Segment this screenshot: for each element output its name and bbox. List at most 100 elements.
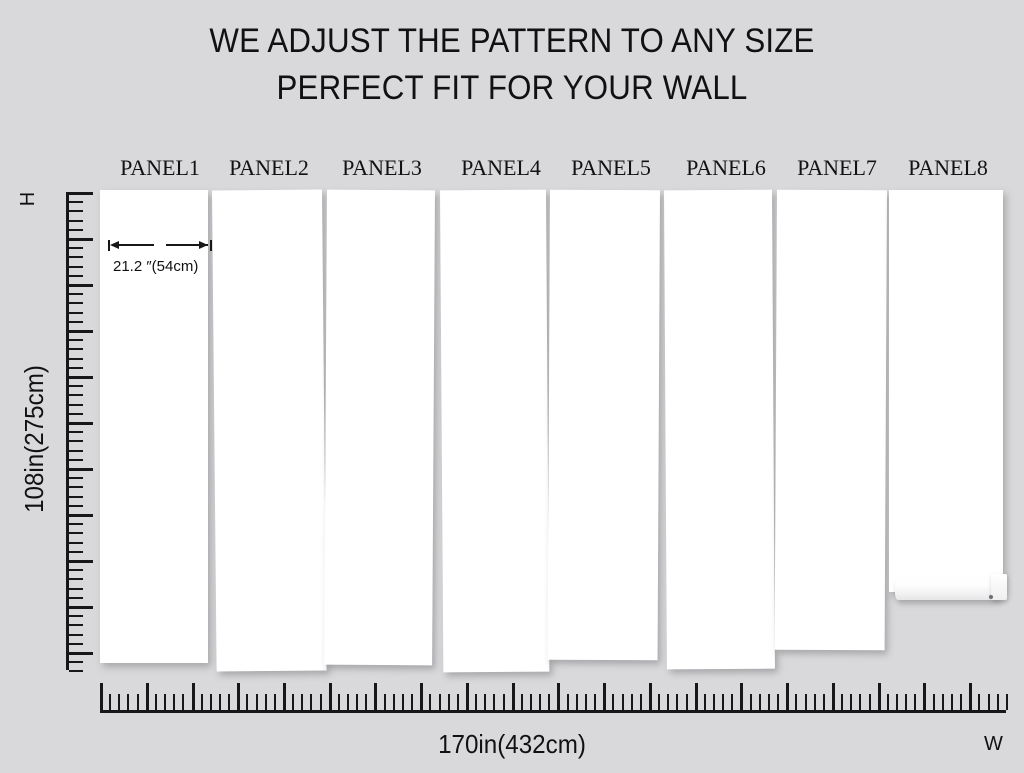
width-ruler-major-tick bbox=[100, 683, 103, 710]
width-ruler-minor-tick bbox=[612, 694, 614, 710]
width-ruler bbox=[0, 0, 1024, 713]
height-ruler-minor-tick bbox=[69, 321, 83, 323]
width-ruler-minor-tick bbox=[704, 694, 706, 710]
width-ruler-spine bbox=[100, 710, 1006, 713]
height-ruler-minor-tick bbox=[69, 661, 83, 663]
wallpaper-panel-1[interactable] bbox=[100, 190, 208, 663]
width-ruler-minor-tick bbox=[429, 694, 431, 710]
width-ruler-major-tick bbox=[466, 683, 469, 710]
width-ruler-minor-tick bbox=[887, 694, 889, 710]
width-ruler-minor-tick bbox=[594, 694, 596, 710]
height-ruler-minor-tick bbox=[69, 440, 83, 442]
panel-label-7: PANEL7 bbox=[797, 155, 877, 180]
height-axis-letter: H bbox=[17, 191, 40, 207]
wallpaper-panel-3[interactable] bbox=[324, 189, 435, 666]
height-ruler-minor-tick bbox=[69, 358, 83, 360]
width-ruler-minor-tick bbox=[503, 694, 505, 710]
width-ruler-major-tick bbox=[878, 683, 881, 710]
panel-label-8: PANEL8 bbox=[908, 155, 988, 180]
width-ruler-minor-tick bbox=[667, 694, 669, 710]
width-ruler-minor-tick bbox=[521, 694, 523, 710]
width-ruler-major-tick bbox=[329, 683, 332, 710]
dimension-line-right bbox=[166, 244, 208, 246]
width-ruler-minor-tick bbox=[356, 694, 358, 710]
height-ruler-minor-tick bbox=[69, 394, 83, 396]
panel-label-4: PANEL4 bbox=[461, 155, 541, 180]
width-ruler-minor-tick bbox=[173, 694, 175, 710]
width-ruler-minor-tick bbox=[475, 694, 477, 710]
height-ruler-minor-tick bbox=[69, 551, 83, 553]
height-ruler-major-tick bbox=[69, 192, 93, 195]
width-axis-label: 170in(432cm) bbox=[438, 729, 586, 759]
width-ruler-minor-tick bbox=[137, 694, 139, 710]
wallpaper-roll-edge bbox=[895, 578, 1001, 600]
height-ruler-minor-tick bbox=[69, 477, 83, 479]
height-ruler-minor-tick bbox=[69, 413, 83, 415]
height-ruler-minor-tick bbox=[69, 624, 83, 626]
wallpaper-panel-7[interactable] bbox=[774, 189, 887, 651]
wallpaper-panel-5[interactable] bbox=[547, 189, 660, 661]
width-ruler-minor-tick bbox=[338, 694, 340, 710]
height-ruler-minor-tick bbox=[69, 588, 83, 590]
height-ruler bbox=[0, 0, 93, 672]
height-ruler-minor-tick bbox=[69, 634, 83, 636]
wallpaper-panel-6[interactable] bbox=[664, 189, 775, 670]
width-ruler-minor-tick bbox=[567, 694, 569, 710]
width-ruler-minor-tick bbox=[942, 694, 944, 710]
height-ruler-minor-tick bbox=[69, 542, 83, 544]
width-ruler-minor-tick bbox=[585, 694, 587, 710]
width-ruler-minor-tick bbox=[155, 694, 157, 710]
width-ruler-major-tick bbox=[374, 683, 377, 710]
wallpaper-roll-core-dot bbox=[989, 595, 993, 599]
dimension-line-left bbox=[112, 244, 154, 246]
width-ruler-minor-tick bbox=[805, 694, 807, 710]
width-ruler-minor-tick bbox=[448, 694, 450, 710]
height-ruler-minor-tick bbox=[69, 615, 83, 617]
width-ruler-minor-tick bbox=[310, 694, 312, 710]
height-ruler-minor-tick bbox=[69, 210, 83, 212]
width-ruler-minor-tick bbox=[850, 694, 852, 710]
height-ruler-major-tick bbox=[69, 238, 93, 241]
page-title-line-2: PERFECT FIT FOR YOUR WALL bbox=[276, 69, 748, 107]
width-ruler-minor-tick bbox=[997, 694, 999, 710]
width-ruler-minor-tick bbox=[439, 694, 441, 710]
width-ruler-minor-tick bbox=[484, 694, 486, 710]
width-ruler-minor-tick bbox=[265, 694, 267, 710]
height-ruler-minor-tick bbox=[69, 496, 83, 498]
wallpaper-panel-8[interactable] bbox=[889, 190, 1003, 592]
width-ruler-minor-tick bbox=[823, 694, 825, 710]
width-ruler-minor-tick bbox=[988, 694, 990, 710]
width-ruler-minor-tick bbox=[933, 694, 935, 710]
width-ruler-minor-tick bbox=[292, 694, 294, 710]
page-title: WE ADJUST THE PATTERN TO ANY SIZE PERFEC… bbox=[41, 18, 983, 112]
width-ruler-minor-tick bbox=[548, 694, 550, 710]
height-ruler-minor-tick bbox=[69, 339, 83, 341]
wallpaper-panel-4[interactable] bbox=[440, 189, 550, 673]
height-ruler-minor-tick bbox=[69, 404, 83, 406]
height-ruler-minor-tick bbox=[69, 486, 83, 488]
width-ruler-minor-tick bbox=[686, 694, 688, 710]
width-ruler-minor-tick bbox=[622, 694, 624, 710]
width-ruler-minor-tick bbox=[1006, 694, 1008, 710]
height-ruler-minor-tick bbox=[69, 220, 83, 222]
height-ruler-minor-tick bbox=[69, 201, 83, 203]
height-ruler-minor-tick bbox=[69, 569, 83, 571]
dimension-end-right bbox=[210, 240, 212, 251]
width-ruler-minor-tick bbox=[109, 694, 111, 710]
wallpaper-panel-2[interactable] bbox=[212, 189, 327, 672]
height-ruler-major-tick bbox=[69, 330, 93, 333]
height-ruler-minor-tick bbox=[69, 229, 83, 231]
width-ruler-minor-tick bbox=[759, 694, 761, 710]
height-ruler-major-tick bbox=[69, 606, 93, 609]
width-ruler-minor-tick bbox=[777, 694, 779, 710]
height-ruler-major-tick bbox=[69, 422, 93, 425]
height-ruler-minor-tick bbox=[69, 505, 83, 507]
height-ruler-minor-tick bbox=[69, 348, 83, 350]
width-ruler-minor-tick bbox=[493, 694, 495, 710]
width-ruler-major-tick bbox=[146, 683, 149, 710]
width-ruler-minor-tick bbox=[182, 694, 184, 710]
height-ruler-minor-tick bbox=[69, 578, 83, 580]
width-ruler-minor-tick bbox=[658, 694, 660, 710]
panel-label-3: PANEL3 bbox=[342, 155, 422, 180]
width-ruler-minor-tick bbox=[951, 694, 953, 710]
